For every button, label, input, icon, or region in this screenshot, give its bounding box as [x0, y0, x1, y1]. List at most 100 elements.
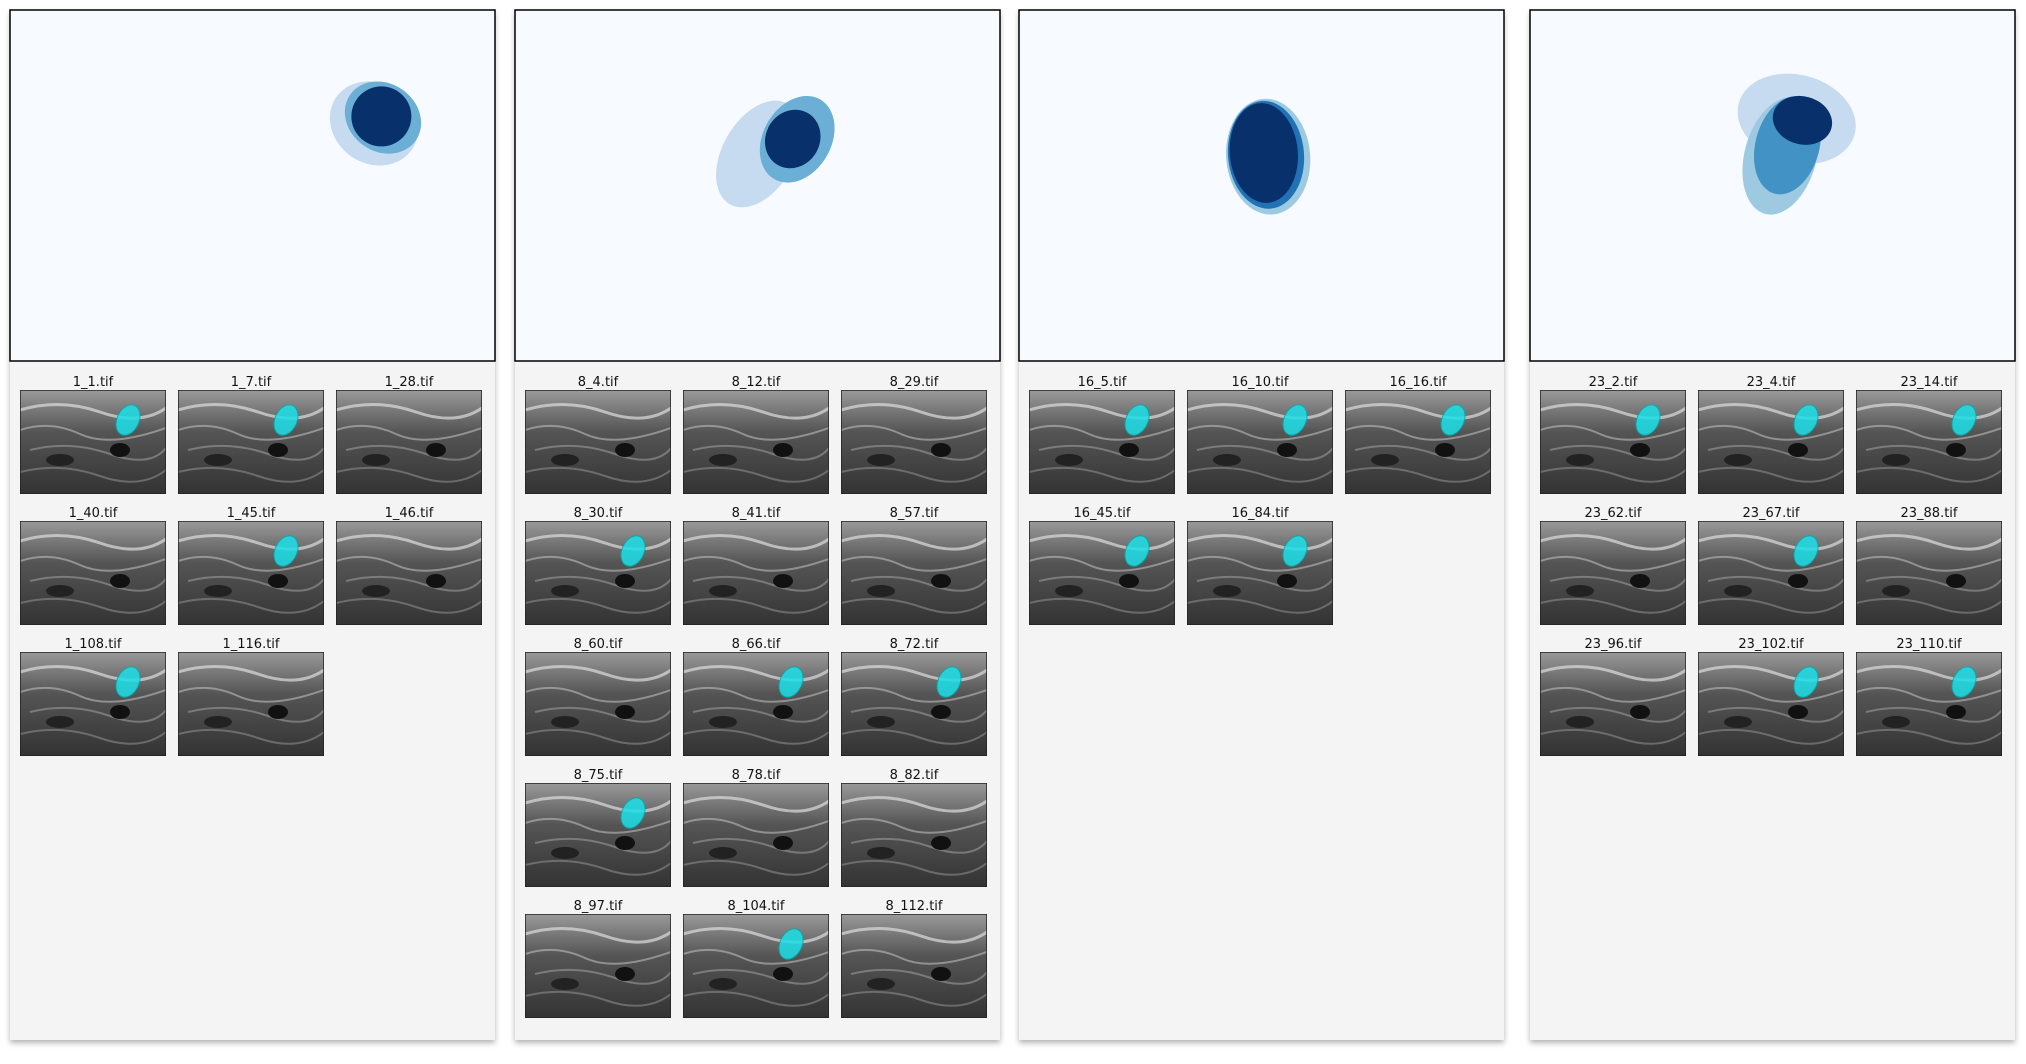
blob-layer [1772, 95, 1833, 145]
thumbnail-image [841, 783, 987, 887]
thumbnail-label: 8_29.tif [890, 375, 939, 390]
thumbnail-label: 23_110.tif [1896, 637, 1962, 652]
thumbnail-label: 8_112.tif [885, 899, 942, 914]
thumbnail-label: 16_16.tif [1389, 375, 1446, 390]
thumbnail-image [1698, 390, 1844, 494]
thumbnail-image [1187, 390, 1333, 494]
thumbnail-image [178, 390, 324, 494]
thumbnail-label: 1_1.tif [73, 375, 114, 390]
thumbnail-image [1698, 652, 1844, 756]
thumbnail-label: 8_82.tif [890, 768, 939, 783]
mask-overlay [273, 404, 299, 436]
thumbnail-label: 23_62.tif [1584, 506, 1641, 521]
thumbnail-image [1856, 390, 2002, 494]
mask-overlay [1951, 666, 1977, 698]
mask-overlay [1793, 666, 1819, 698]
thumbnail-label: 8_72.tif [890, 637, 939, 652]
heatmap-blob [1737, 73, 1856, 215]
thumbnail-label: 1_40.tif [69, 506, 118, 521]
mask-overlay [115, 404, 141, 436]
thumbnail-image [683, 652, 829, 756]
mask-overlay [115, 666, 141, 698]
thumbnail-image [20, 652, 166, 756]
thumbnail-label: 8_78.tif [732, 768, 781, 783]
mask-overlay [1951, 404, 1977, 436]
thumbnail-label: 1_46.tif [385, 506, 434, 521]
thumbnail-image [683, 390, 829, 494]
thumbnail-label: 23_67.tif [1742, 506, 1799, 521]
thumbnail-label: 16_45.tif [1073, 506, 1130, 521]
mask-overlay [1124, 404, 1150, 436]
heatmap-blob [329, 81, 422, 166]
mask-overlay [1440, 404, 1466, 436]
mask-overlay [1793, 535, 1819, 567]
thumbnail-label: 1_45.tif [227, 506, 276, 521]
thumbnail-image [525, 652, 671, 756]
thumbnail-image [683, 783, 829, 887]
thumbnail-label: 23_2.tif [1589, 375, 1638, 390]
thumbnail-label: 16_10.tif [1231, 375, 1288, 390]
panel: 16_5.tif 16_10.tif 16_16.tif 16_45.tif 16_84… [1018, 9, 1505, 1040]
thumbnail-image [1540, 390, 1686, 494]
mask-overlay [778, 666, 804, 698]
heatmap-blob [716, 95, 835, 208]
panel: 8_4.tif 8_12.tif 8_29.tif 8_30.tif 8_41.tif 8… [514, 9, 1001, 1040]
blob-layer [764, 109, 821, 169]
thumbnail-label: 8_75.tif [574, 768, 623, 783]
mask-overlay [620, 797, 646, 829]
thumbnail-image [178, 652, 324, 756]
thumbnail-image [1029, 390, 1175, 494]
thumbnail-image [525, 521, 671, 625]
thumbnail-label: 8_4.tif [578, 375, 619, 390]
panel: 1_1.tif 1_7.tif 1_28.tif 1_40.tif 1_45.tif 1_… [9, 9, 496, 1040]
thumbnail-image [841, 652, 987, 756]
thumbnail-label: 1_28.tif [385, 375, 434, 390]
thumbnail-image [525, 390, 671, 494]
mask-overlay [1282, 535, 1308, 567]
thumbnail-image [841, 521, 987, 625]
thumbnail-label: 8_60.tif [574, 637, 623, 652]
thumbnail-label: 1_108.tif [64, 637, 121, 652]
thumbnail-label: 23_88.tif [1900, 506, 1957, 521]
thumbnail-label: 8_66.tif [732, 637, 781, 652]
thumbnail-label: 8_12.tif [732, 375, 781, 390]
thumbnail-image [1029, 521, 1175, 625]
thumbnail-image [1187, 521, 1333, 625]
thumbnail-image [178, 521, 324, 625]
mask-overlay [620, 535, 646, 567]
blob-layer [351, 86, 412, 147]
thumbnail-label: 23_4.tif [1747, 375, 1796, 390]
thumbnail-image [1345, 390, 1491, 494]
thumbnail-image [525, 914, 671, 1018]
thumbnail-image [841, 914, 987, 1018]
thumbnail-label: 16_84.tif [1231, 506, 1288, 521]
mask-overlay [1124, 535, 1150, 567]
thumbnail-image [20, 521, 166, 625]
thumbnail-label: 8_104.tif [727, 899, 784, 914]
thumbnail-label: 23_14.tif [1900, 375, 1957, 390]
mask-overlay [273, 535, 299, 567]
thumbnail-label: 23_102.tif [1738, 637, 1804, 652]
thumbnail-label: 8_30.tif [574, 506, 623, 521]
thumbnail-image [1540, 652, 1686, 756]
thumbnail-image [1540, 521, 1686, 625]
thumbnail-image [336, 390, 482, 494]
heatmap-blob [1226, 98, 1311, 215]
thumbnail-label: 8_41.tif [732, 506, 781, 521]
thumbnail-label: 1_7.tif [231, 375, 272, 390]
thumbnail-image [1856, 521, 2002, 625]
thumbnail-image [841, 390, 987, 494]
thumbnail-image [1698, 521, 1844, 625]
mask-overlay [1635, 404, 1661, 436]
thumbnail-image [683, 521, 829, 625]
thumbnail-image [1856, 652, 2002, 756]
mask-overlay [1793, 404, 1819, 436]
mask-overlay [778, 928, 804, 960]
thumbnail-image [683, 914, 829, 1018]
thumbnail-image [20, 390, 166, 494]
thumbnail-label: 8_97.tif [574, 899, 623, 914]
thumbnail-image [336, 521, 482, 625]
heatmap [9, 9, 496, 362]
thumbnail-label: 23_96.tif [1584, 637, 1641, 652]
